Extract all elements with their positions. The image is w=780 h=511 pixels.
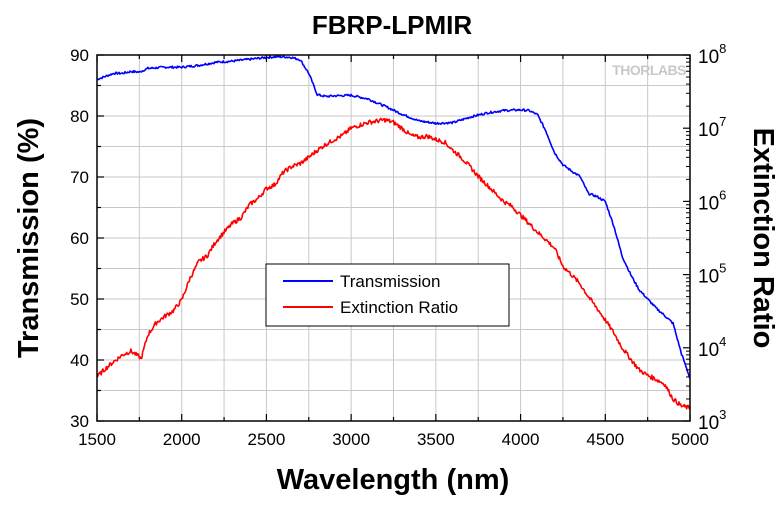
tick-labels: 1500 2000 2500 3000 3500 4000 4500 5000 30 40 50 60…	[70, 41, 726, 449]
y-right-tick-label: 108	[698, 41, 726, 68]
x-tick-label: 4500	[586, 430, 624, 449]
x-tick-label: 3000	[332, 430, 370, 449]
y-right-tick-label: 105	[698, 261, 726, 288]
y-left-tick-label: 80	[70, 107, 89, 126]
y-right-tick-label: 106	[698, 187, 726, 214]
thorlabs-watermark: THORLABS	[612, 62, 686, 78]
y-axis-left-label: Transmission (%)	[13, 118, 45, 358]
legend-label-extinction-ratio: Extinction Ratio	[340, 298, 458, 317]
y-left-tick-label: 70	[70, 168, 89, 187]
y-left-tick-label: 30	[70, 412, 89, 431]
x-tick-label: 4000	[502, 430, 540, 449]
y-left-tick-label: 60	[70, 229, 89, 248]
ticks	[96, 54, 691, 422]
x-tick-label: 3500	[417, 430, 455, 449]
x-tick-label: 2500	[248, 430, 286, 449]
series-layer	[96, 55, 691, 410]
legend-box	[265, 263, 510, 327]
legend-label-transmission: Transmission	[340, 272, 440, 291]
y-right-tick-label: 103	[698, 407, 726, 434]
y-axis-right-label: Extinction Ratio	[747, 128, 779, 349]
y-right-tick-label: 107	[698, 114, 726, 141]
series-transmission-line	[96, 55, 691, 379]
x-tick-label: 1500	[78, 430, 116, 449]
y-right-tick-label: 104	[698, 334, 726, 361]
legend: Transmission Extinction Ratio	[265, 263, 510, 327]
y-left-tick-label: 40	[70, 351, 89, 370]
x-tick-label: 5000	[671, 430, 709, 449]
series-extinction-ratio-line	[96, 117, 691, 410]
y-left-tick-label: 50	[70, 290, 89, 309]
x-axis-label: Wavelength (nm)	[277, 464, 510, 496]
chart-title: FBRP-LPMIR	[312, 10, 473, 40]
y-left-tick-label: 90	[70, 46, 89, 65]
x-tick-label: 2000	[163, 430, 201, 449]
